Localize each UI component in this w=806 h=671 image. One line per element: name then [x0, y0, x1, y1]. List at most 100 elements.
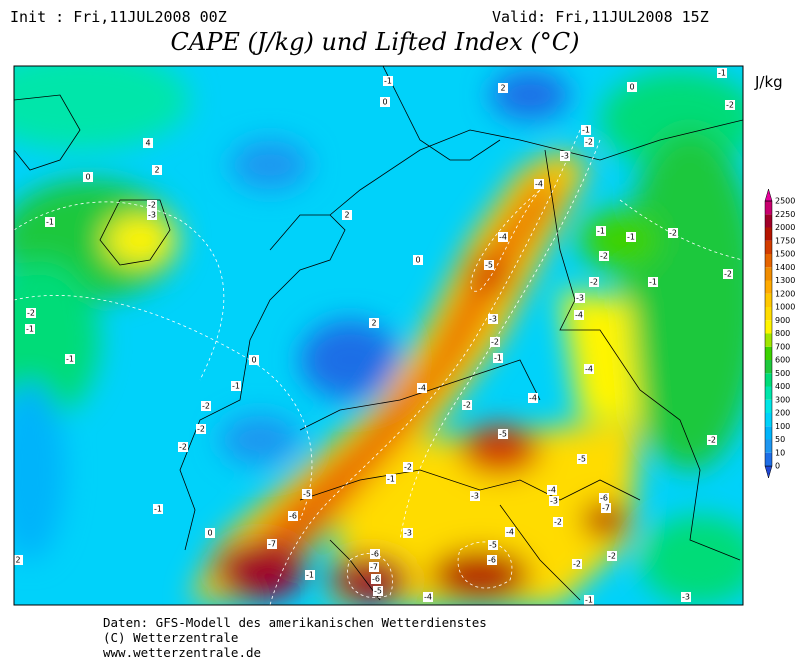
contour-label-box	[403, 462, 413, 472]
contour-label-box	[470, 491, 480, 501]
colorbar-segment	[765, 346, 772, 360]
contour-label-box	[577, 454, 587, 464]
contour-label: -4	[529, 394, 537, 403]
contour-label: -1	[718, 69, 726, 78]
contour-label-box	[487, 555, 497, 565]
colorbar-label: 400	[775, 382, 790, 391]
colorbar-segment	[765, 267, 772, 281]
contour-label: -2	[148, 201, 156, 210]
contour-label-box	[553, 517, 563, 527]
contour-label-box	[403, 528, 413, 538]
contour-label-box	[386, 474, 396, 484]
contour-label: -2	[491, 338, 499, 347]
contour-label-box	[423, 592, 433, 602]
contour-label: -2	[726, 101, 734, 110]
contour-label-box	[153, 504, 163, 514]
contour-label-box	[196, 424, 206, 434]
contour-label: -1	[66, 355, 74, 364]
contour-label: -3	[489, 315, 497, 324]
contour-label-box	[488, 540, 498, 550]
contour-label-box	[371, 574, 381, 584]
contour-label-box	[584, 364, 594, 374]
contour-label-box	[147, 200, 157, 210]
contour-label: -1	[597, 227, 605, 236]
contour-label: -2	[608, 552, 616, 561]
contour-label-box	[143, 138, 153, 148]
contour-label: -2	[573, 560, 581, 569]
contour-label-box	[707, 435, 717, 445]
contour-label-box	[534, 179, 544, 189]
colorbar-label: 10	[775, 448, 785, 457]
contour-label-box	[65, 354, 75, 364]
contour-label-box	[607, 551, 617, 561]
contour-label: -2	[669, 229, 677, 238]
colorbar-label: 1300	[775, 276, 795, 285]
colorbar-label: 1200	[775, 289, 795, 298]
colorbar-segment	[765, 214, 772, 228]
contour-label-box	[601, 503, 611, 513]
colorbar-label: 700	[775, 342, 790, 351]
contour-label-box	[413, 255, 423, 265]
contour-label-box	[498, 83, 508, 93]
contour-label: -1	[306, 571, 314, 580]
contour-label: -6	[372, 575, 380, 584]
contour-label: -4	[418, 384, 426, 393]
colorbar-segment	[765, 320, 772, 334]
contour-label: -5	[578, 455, 586, 464]
contour-label-box	[498, 429, 508, 439]
contour-label-box	[581, 125, 591, 135]
contour-label: -2	[708, 436, 716, 445]
contour-label: -5	[499, 430, 507, 439]
contour-label: 0	[415, 256, 420, 265]
contour-label-box	[627, 82, 637, 92]
contour-label: -1	[494, 354, 502, 363]
contour-label-box	[498, 232, 508, 242]
contour-label: -5	[485, 261, 493, 270]
colorbar-end	[764, 188, 773, 202]
colorbar-label: 500	[775, 369, 790, 378]
colorbar-segment	[765, 373, 772, 387]
contour-label: 4	[145, 139, 150, 148]
colorbar-segment	[765, 360, 772, 374]
colorbar-label: 2250	[775, 210, 795, 219]
contour-label-box	[462, 400, 472, 410]
contour-label-box	[380, 97, 390, 107]
colorbar-segment	[765, 413, 772, 427]
contour-label: -1	[387, 475, 395, 484]
contour-label: -4	[535, 180, 543, 189]
contour-label: -3	[550, 497, 558, 506]
contour-label-box	[205, 528, 215, 538]
contour-label-box	[648, 277, 658, 287]
valid-time: Valid: Fri,11JUL2008 15Z	[492, 8, 709, 26]
contour-label: -4	[575, 311, 583, 320]
colorbar-label: 1000	[775, 303, 795, 312]
contour-label: -3	[148, 211, 156, 220]
contour-label-box	[668, 228, 678, 238]
contour-label-box	[599, 493, 609, 503]
contour-label: -1	[26, 325, 34, 334]
contour-label-box	[369, 318, 379, 328]
contour-label-box	[178, 442, 188, 452]
contour-label-box	[383, 76, 393, 86]
contour-label: -5	[303, 490, 311, 499]
contour-label-box	[547, 485, 557, 495]
colorbar-segment	[765, 240, 772, 254]
contour-label: -1	[154, 505, 162, 514]
colorbar: 0 10 50 100 200 300 400 500 600 700 800 900 1000 1200…	[764, 188, 795, 479]
contour-label: -1	[582, 126, 590, 135]
colorbar-segment	[765, 254, 772, 268]
contour-label: -2	[590, 278, 598, 287]
contour-label: -4	[499, 233, 507, 242]
contour-label-box	[45, 217, 55, 227]
contour-label: -6	[289, 512, 297, 521]
contour-label: -1	[585, 596, 593, 605]
contour-label: -1	[649, 278, 657, 287]
colorbar-frame	[764, 200, 773, 467]
contour-label-box	[572, 559, 582, 569]
contour-label-box	[681, 592, 691, 602]
contour-label-box	[584, 595, 594, 605]
contour-label-box	[484, 260, 494, 270]
colorbar-label: 900	[775, 316, 790, 325]
colorbar-label: 1500	[775, 250, 795, 259]
